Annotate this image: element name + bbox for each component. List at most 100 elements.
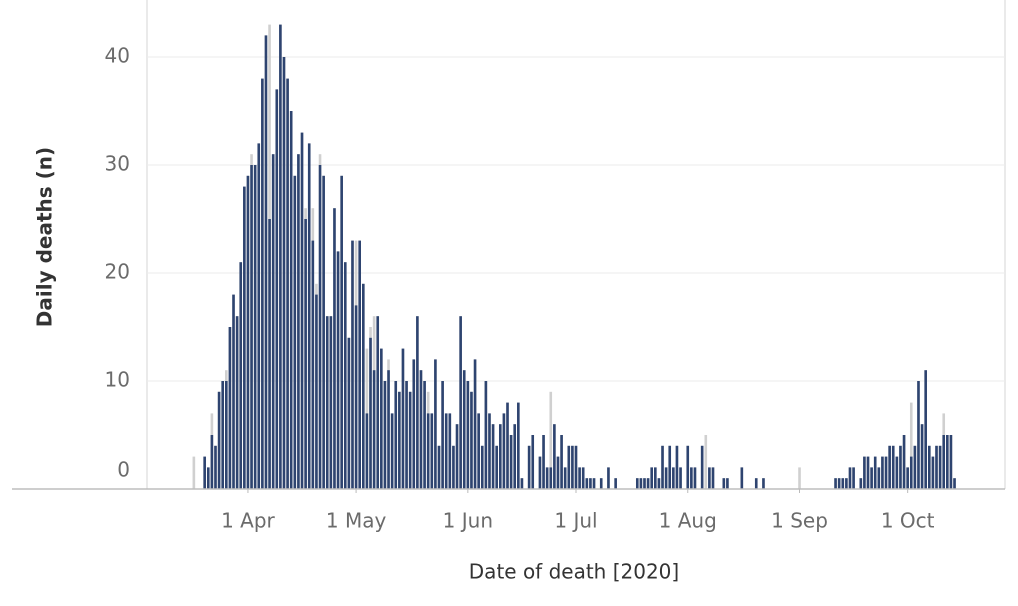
bar — [333, 208, 336, 489]
bar — [441, 381, 444, 489]
bar — [304, 219, 307, 489]
bar — [228, 327, 232, 489]
bar — [560, 435, 563, 489]
bar — [214, 445, 217, 489]
bar — [549, 391, 553, 489]
bar — [452, 445, 455, 489]
bar — [654, 467, 657, 489]
bar — [581, 467, 585, 489]
bar — [639, 478, 643, 489]
bar — [722, 478, 726, 489]
bar — [935, 445, 938, 489]
bar — [837, 478, 841, 489]
bar — [491, 424, 495, 489]
bar — [527, 445, 531, 489]
x-axis-title: Date of death [2020] — [469, 560, 679, 584]
bar — [318, 165, 322, 489]
bar — [358, 240, 361, 489]
bar — [520, 478, 524, 489]
bar — [408, 391, 412, 489]
bar — [859, 478, 863, 489]
bar — [574, 445, 578, 489]
bar — [257, 143, 261, 489]
y-tick-label: 0 — [117, 458, 130, 482]
bar — [650, 467, 654, 489]
bar — [946, 435, 949, 489]
bar — [488, 413, 491, 489]
bar — [401, 348, 405, 489]
bar — [477, 413, 480, 489]
x-tick-label: 1 Apr — [221, 509, 275, 533]
bar — [693, 467, 697, 489]
bar — [845, 478, 848, 489]
bar — [203, 456, 206, 489]
bar — [938, 445, 942, 489]
bar — [553, 424, 556, 489]
bar — [354, 305, 358, 489]
bar — [578, 467, 581, 489]
bar — [949, 435, 953, 489]
bar — [834, 478, 837, 489]
y-tick-label: 30 — [105, 152, 130, 176]
bar — [502, 413, 506, 489]
bar — [459, 316, 462, 489]
bar — [315, 294, 318, 489]
bar — [253, 165, 257, 489]
bar — [311, 240, 315, 489]
bar — [902, 435, 906, 489]
bar — [909, 456, 913, 489]
bar — [369, 337, 372, 489]
bar — [542, 435, 545, 489]
bar — [297, 154, 300, 489]
bar — [881, 456, 884, 489]
bar — [271, 154, 275, 489]
bar — [571, 445, 574, 489]
bar — [448, 413, 452, 489]
bar — [192, 456, 196, 489]
bar — [895, 456, 899, 489]
bar — [607, 467, 610, 489]
bar — [635, 478, 639, 489]
bar — [664, 467, 668, 489]
bar — [509, 435, 513, 489]
bar — [888, 445, 891, 489]
bar — [376, 316, 380, 489]
bar — [599, 478, 603, 489]
bar — [275, 89, 279, 490]
x-tick-label: 1 Sep — [771, 509, 828, 533]
bar — [416, 316, 419, 489]
bar — [672, 467, 675, 489]
bar — [279, 24, 282, 489]
bar — [517, 402, 520, 489]
bar — [398, 391, 401, 489]
bar — [300, 132, 304, 489]
bar — [293, 175, 297, 490]
bar — [390, 413, 394, 489]
x-tick-label: 1 Jun — [443, 509, 493, 533]
bar — [387, 370, 390, 489]
bar — [643, 478, 646, 489]
bar — [754, 478, 758, 489]
bar — [221, 381, 225, 489]
bar — [495, 445, 498, 489]
bar — [506, 402, 509, 489]
bar — [480, 445, 484, 489]
bar — [917, 381, 920, 489]
bar — [261, 78, 264, 489]
bar — [931, 456, 935, 489]
bar — [686, 445, 690, 489]
bar — [726, 478, 729, 489]
bar — [679, 467, 682, 489]
y-tick-label: 40 — [105, 44, 130, 68]
bar — [289, 111, 293, 489]
bar — [531, 435, 535, 489]
y-tick-label: 20 — [105, 260, 130, 284]
bar — [325, 316, 329, 489]
bar — [210, 435, 214, 489]
bar — [437, 445, 441, 489]
bar — [909, 402, 913, 489]
bar — [336, 251, 340, 489]
bar — [740, 467, 744, 489]
